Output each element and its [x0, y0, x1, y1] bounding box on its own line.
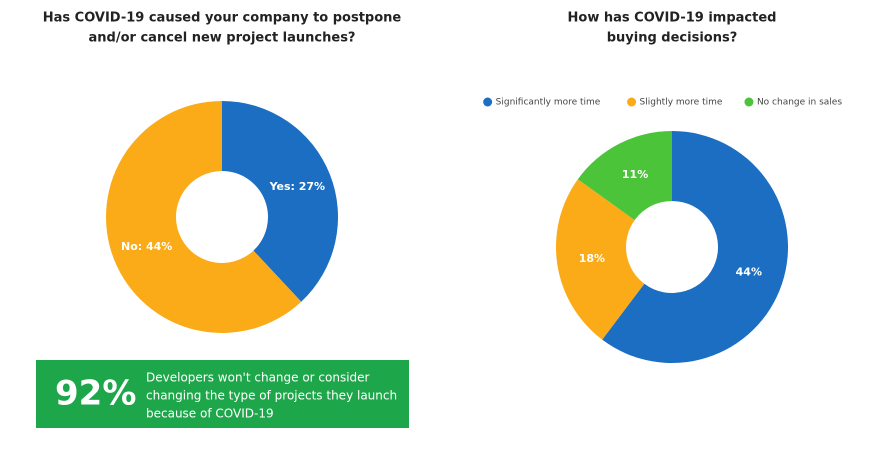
- legend-marker: [744, 97, 754, 107]
- callout-text: because of COVID-19: [146, 407, 274, 421]
- legend-text: No change in sales: [757, 98, 842, 108]
- legend-marker: [483, 97, 493, 107]
- donut-slice: [577, 131, 672, 221]
- callout-box: [36, 360, 409, 428]
- donut-slice: [106, 101, 302, 333]
- slice-label: Yes: 27%: [269, 180, 326, 193]
- callout-text: Developers won't change or consider: [146, 371, 370, 385]
- donut-slice: [555, 179, 645, 340]
- slice-label: 11%: [622, 168, 648, 181]
- chart-title: Has COVID-19 caused your company to post…: [43, 11, 402, 26]
- chart-title: buying decisions?: [607, 31, 738, 46]
- slice-label: 44%: [736, 266, 762, 279]
- legend-text: Slightly more time: [640, 98, 723, 108]
- donut-slice: [602, 131, 788, 364]
- callout-stat: 92%: [55, 374, 136, 414]
- legend-text: Significantly more time: [496, 98, 601, 108]
- slice-label: No: 44%: [121, 240, 172, 253]
- slice-label: 18%: [579, 252, 605, 265]
- chart-title: and/or cancel new project launches?: [89, 31, 356, 46]
- legend-marker: [627, 97, 637, 107]
- callout-text: changing the type of projects they launc…: [146, 389, 397, 403]
- chart-title: How has COVID-19 impacted: [568, 11, 777, 26]
- donut-slice: [222, 101, 339, 302]
